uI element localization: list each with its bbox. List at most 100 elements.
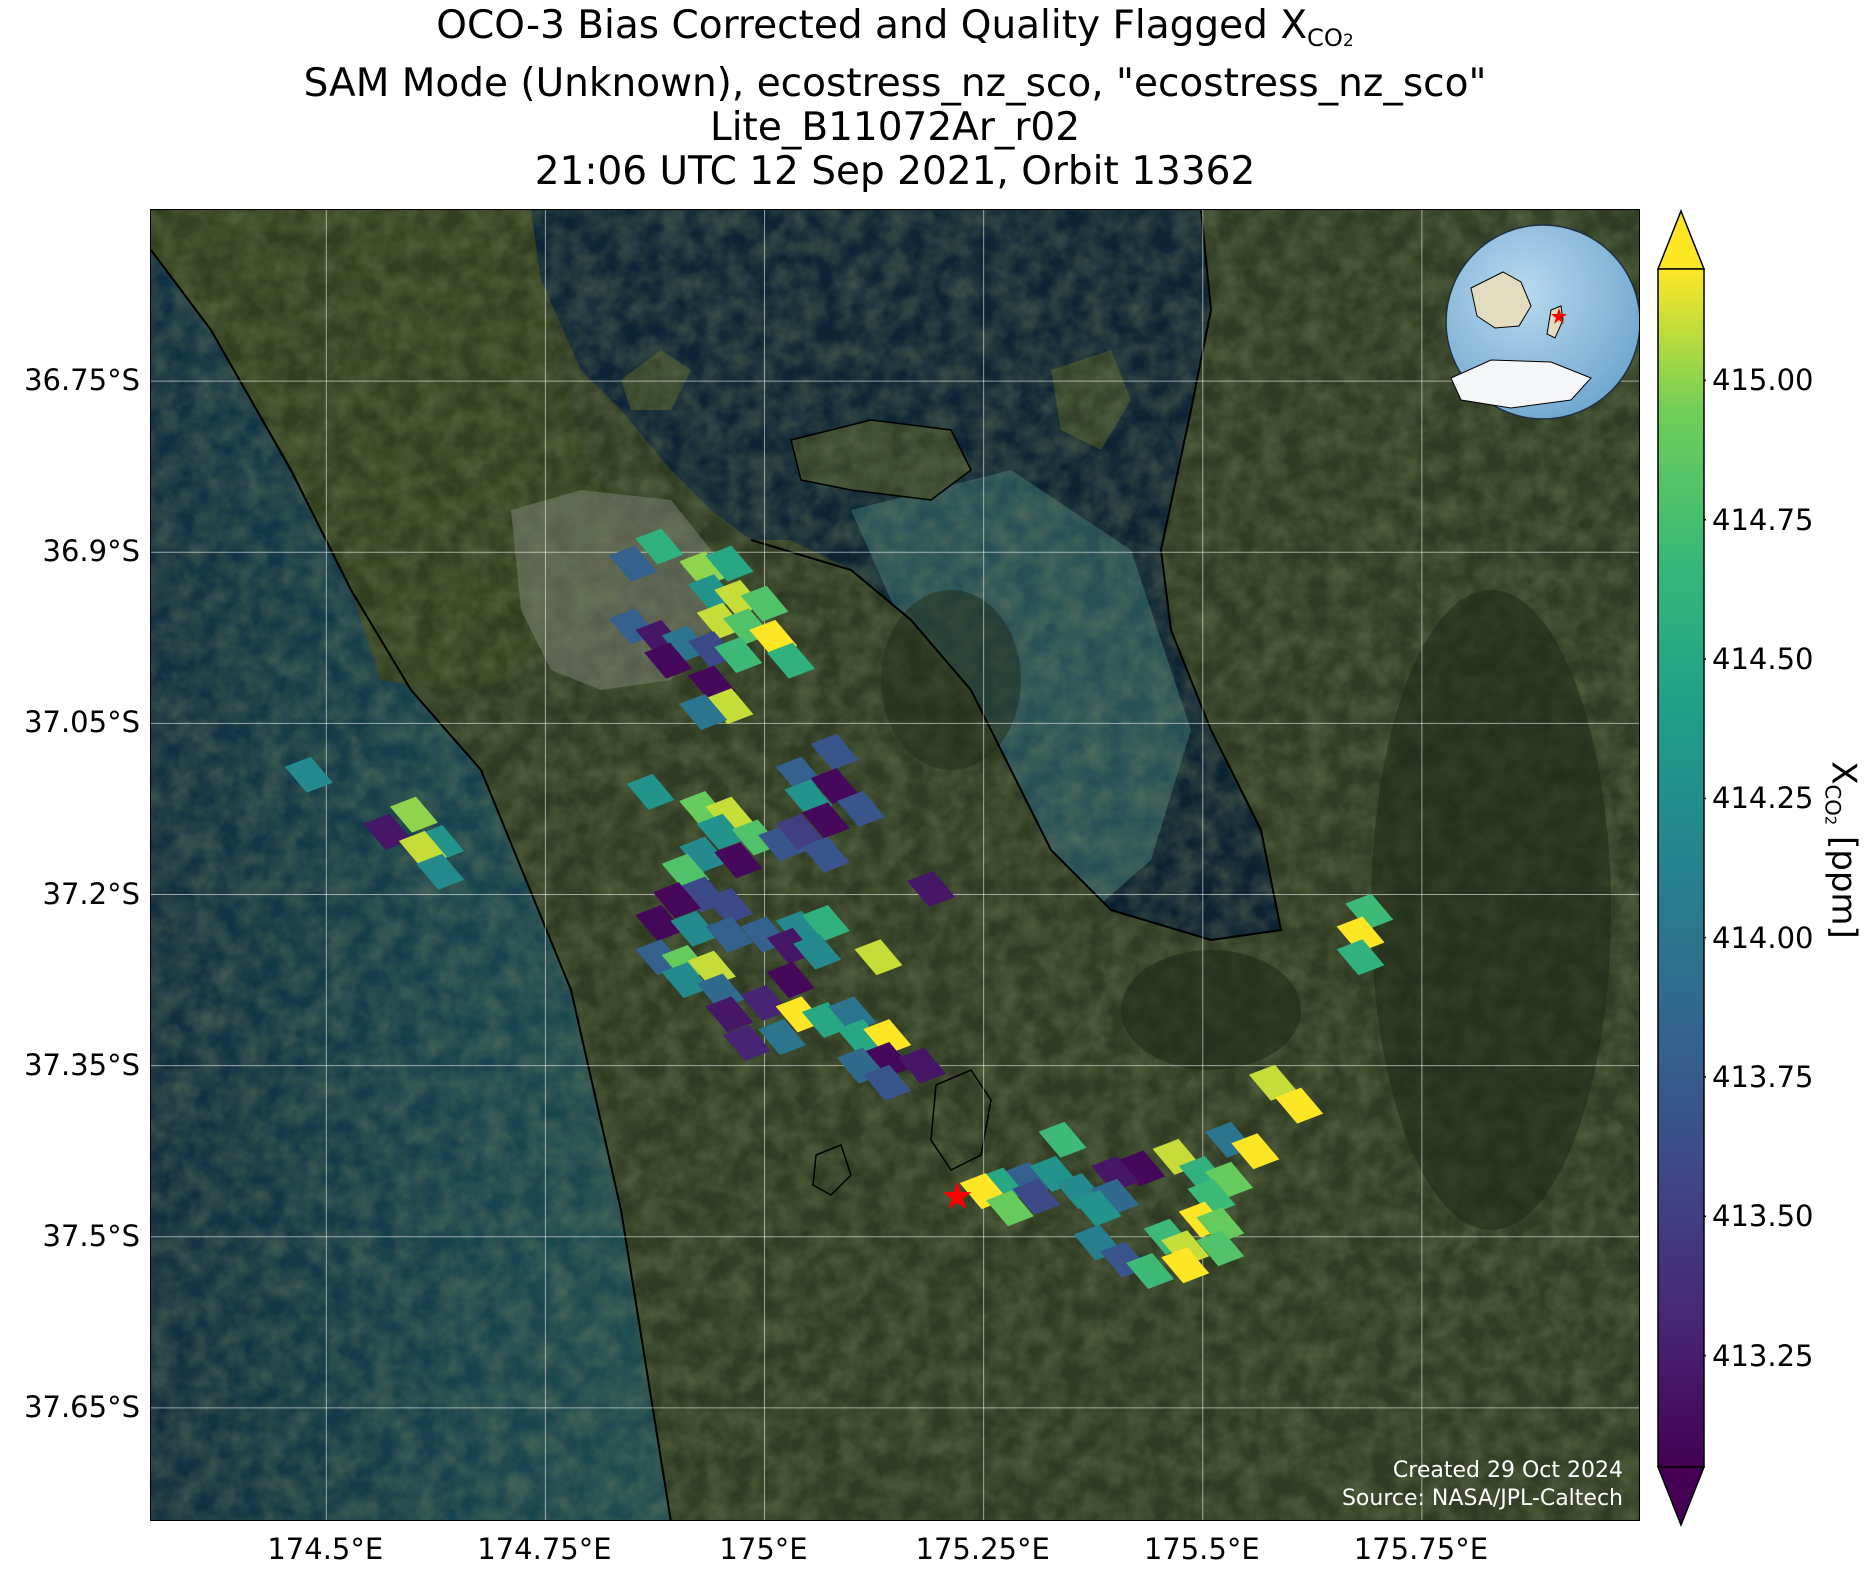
- xco2-sounding: [1091, 1156, 1140, 1193]
- xco2-sounding: [389, 796, 438, 833]
- xco2-sounding: [775, 813, 824, 850]
- lake-outline: [930, 1069, 992, 1171]
- xco2-sounding: [907, 870, 956, 907]
- xco2-sounding: [740, 585, 789, 622]
- xco2-sounding: [1196, 1230, 1245, 1267]
- xco2-soundings: [284, 528, 1394, 1290]
- xco2-sounding: [670, 910, 719, 947]
- title-line-4: 21:06 UTC 12 Sep 2021, Orbit 13362: [534, 149, 1256, 195]
- xco2-sounding: [801, 905, 850, 942]
- xco2-sounding: [836, 1019, 885, 1056]
- colorbar-extend-top: [1656, 209, 1706, 270]
- title-line-3: Lite_B11072Ar_r02: [709, 105, 1081, 151]
- xco2-sounding: [801, 836, 850, 873]
- globe-icon: [1445, 224, 1639, 420]
- y-tick-label: 37.2°S: [42, 876, 140, 911]
- xco2-sounding: [635, 905, 684, 942]
- xco2-sounding: [766, 962, 815, 999]
- xco2-sounding: [1336, 916, 1385, 953]
- colorbar-tick-label: 414.50: [1712, 642, 1814, 677]
- xco2-sounding: [644, 642, 693, 679]
- xco2-sounding: [705, 916, 754, 953]
- plot-title: OCO-3 Bias Corrected and Quality Flagged…: [150, 4, 1640, 194]
- colorbar-extend-bottom: [1656, 1466, 1706, 1527]
- dark-forest-patch-2: [881, 590, 1021, 770]
- xco2-sounding: [836, 790, 885, 827]
- xco2-sounding: [609, 545, 658, 582]
- xco2-sounding: [1126, 1253, 1175, 1290]
- dark-forest-patch-3: [1371, 590, 1611, 1230]
- xco2-sounding: [714, 636, 763, 673]
- coastline-west: [151, 249, 672, 1520]
- xco2-sounding: [740, 984, 789, 1021]
- xco2-sounding: [705, 796, 754, 833]
- xco2-sounding: [854, 939, 903, 976]
- colorbar-tick-label: 413.50: [1712, 1199, 1814, 1234]
- xco2-sounding: [1345, 893, 1394, 930]
- colorbar-body: [1657, 268, 1705, 1468]
- y-tick-label: 37.5°S: [42, 1218, 140, 1253]
- x-tick-label: 174.75°E: [477, 1532, 612, 1566]
- xco2-sounding: [801, 802, 850, 839]
- colorbar-tick-marks: [1704, 379, 1706, 1357]
- xco2-sounding: [1073, 1190, 1122, 1227]
- coastline-waiheke: [790, 419, 972, 501]
- colorbar: [1656, 209, 1706, 1527]
- map-panel: [150, 209, 1640, 1521]
- colorbar-tick-label: 413.75: [1712, 1059, 1814, 1094]
- xco2-sounding: [635, 528, 684, 565]
- target-star-icon: [943, 1181, 972, 1209]
- xco2-sounding: [416, 853, 465, 890]
- xco2-sounding: [1161, 1247, 1210, 1284]
- xco2-sounding: [1117, 1150, 1166, 1187]
- xco2-sounding: [705, 887, 754, 924]
- title-line-1: OCO-3 Bias Corrected and Quality Flagged…: [436, 3, 1354, 53]
- xco2-sounding: [723, 1024, 771, 1061]
- source-credit: Source: NASA/JPL-Caltech: [1341, 1486, 1623, 1511]
- xco2-sounding: [416, 825, 465, 862]
- x-tick-label: 174.5°E: [267, 1532, 384, 1566]
- xco2-sounding: [810, 768, 859, 805]
- xco2-sounding: [898, 1047, 947, 1084]
- title-line-2: SAM Mode (Unknown), ecostress_nz_sco, "e…: [303, 61, 1487, 107]
- xco2-sounding: [705, 996, 754, 1033]
- xco2-sounding: [1275, 1087, 1324, 1124]
- xco2-sounding: [1205, 1161, 1254, 1198]
- colorbar-tick-label: 413.25: [1712, 1338, 1814, 1373]
- australia-shape: [1470, 271, 1532, 329]
- xco2-sounding: [1336, 939, 1385, 976]
- xco2-sounding: [661, 962, 710, 999]
- y-tick-label: 37.35°S: [24, 1047, 140, 1082]
- y-tick-label: 37.05°S: [24, 705, 140, 740]
- x-tick-label: 175.75°E: [1353, 1532, 1489, 1566]
- xco2-sounding: [758, 825, 807, 862]
- y-tick-label: 36.9°S: [42, 534, 140, 569]
- xco2-sounding: [758, 1019, 807, 1056]
- colorbar-tick-label: 415.00: [1712, 363, 1814, 398]
- globe-marker-icon: [1551, 308, 1567, 324]
- colorbar-label: XCO2 [ppm]: [1820, 761, 1864, 939]
- xco2-sounding: [284, 756, 333, 793]
- xco2-sounding: [705, 688, 754, 725]
- colorbar-tick-label: 414.00: [1712, 920, 1814, 955]
- xco2-sounding: [652, 882, 701, 919]
- lake-outline-2: [812, 1144, 852, 1196]
- x-tick-label: 175.5°E: [1143, 1532, 1260, 1566]
- xco2-sounding: [1248, 1064, 1297, 1101]
- xco2-sounding: [696, 813, 745, 850]
- xco2-sounding: [766, 642, 815, 679]
- x-tick-label: 175°E: [719, 1532, 808, 1566]
- xco2-sounding: [1196, 1207, 1245, 1244]
- marker-layer: [943, 1181, 972, 1209]
- xco2-sounding: [1091, 1178, 1140, 1215]
- xco2-sounding: [863, 1019, 912, 1056]
- antarctica-shape: [1450, 359, 1592, 409]
- xco2-sounding: [863, 1064, 912, 1101]
- xco2-sounding: [1231, 1133, 1280, 1170]
- xco2-sounding: [1187, 1178, 1236, 1215]
- y-tick-label: 36.75°S: [24, 363, 140, 398]
- xco2-sounding: [679, 836, 728, 873]
- xco2-sounding: [810, 733, 859, 770]
- gridlines: [151, 210, 1639, 1520]
- xco2-sounding: [1038, 1121, 1087, 1158]
